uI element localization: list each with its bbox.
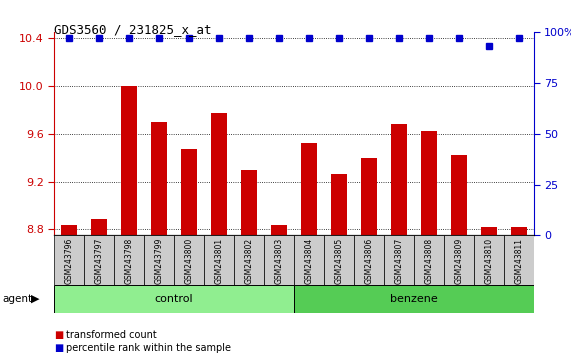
Bar [481, 227, 497, 235]
Bar [421, 131, 437, 235]
Text: GSM243798: GSM243798 [124, 238, 134, 284]
Bar [85, 235, 114, 285]
Text: transformed count: transformed count [66, 330, 156, 339]
Bar [144, 235, 174, 285]
Text: ■: ■ [54, 330, 63, 339]
Bar [264, 235, 294, 285]
Text: GSM243797: GSM243797 [95, 238, 104, 284]
Bar [234, 235, 264, 285]
Bar [54, 285, 294, 313]
Text: GSM243805: GSM243805 [335, 238, 344, 284]
Text: GDS3560 / 231825_x_at: GDS3560 / 231825_x_at [54, 23, 212, 36]
Bar [451, 155, 467, 235]
Text: GSM243804: GSM243804 [304, 238, 313, 284]
Bar [361, 158, 377, 235]
Text: GSM243799: GSM243799 [155, 238, 164, 284]
Text: benzene: benzene [390, 294, 438, 304]
Text: GSM243801: GSM243801 [215, 238, 224, 284]
Text: GSM243803: GSM243803 [275, 238, 284, 284]
Bar [61, 225, 78, 235]
Text: percentile rank within the sample: percentile rank within the sample [66, 343, 231, 353]
Text: control: control [155, 294, 194, 304]
Bar [241, 170, 258, 235]
Text: ▶: ▶ [31, 294, 40, 304]
Bar [324, 235, 354, 285]
Bar [301, 143, 317, 235]
Bar [151, 122, 167, 235]
Bar [91, 219, 107, 235]
Text: GSM243802: GSM243802 [244, 238, 254, 284]
Text: agent: agent [3, 294, 33, 304]
Bar [294, 285, 534, 313]
Bar [474, 235, 504, 285]
Bar [211, 113, 227, 235]
Bar [204, 235, 234, 285]
Bar [414, 235, 444, 285]
Bar [391, 124, 407, 235]
Text: GSM243811: GSM243811 [514, 238, 524, 284]
Text: GSM243810: GSM243810 [484, 238, 493, 284]
Bar [114, 235, 144, 285]
Bar [54, 235, 85, 285]
Text: GSM243809: GSM243809 [455, 238, 464, 284]
Text: GSM243796: GSM243796 [65, 238, 74, 284]
Bar [384, 235, 414, 285]
Bar [354, 235, 384, 285]
Text: GSM243806: GSM243806 [364, 238, 373, 284]
Bar [174, 235, 204, 285]
Bar [331, 174, 347, 235]
Bar [121, 86, 138, 235]
Bar [181, 149, 198, 235]
Bar [294, 235, 324, 285]
Bar [444, 235, 474, 285]
Text: GSM243808: GSM243808 [424, 238, 433, 284]
Text: GSM243800: GSM243800 [184, 238, 194, 284]
Bar [510, 227, 527, 235]
Text: ■: ■ [54, 343, 63, 353]
Bar [271, 225, 287, 235]
Text: GSM243807: GSM243807 [395, 238, 404, 284]
Bar [504, 235, 534, 285]
